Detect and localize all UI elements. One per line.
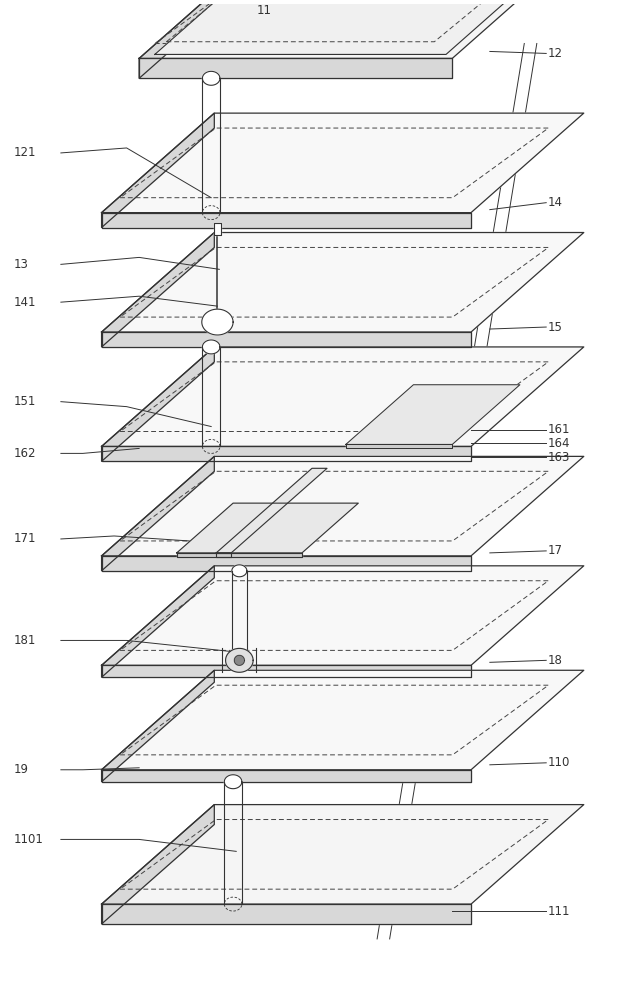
Polygon shape [203,71,220,85]
Text: 164: 164 [548,437,571,450]
Polygon shape [235,655,244,665]
Polygon shape [102,456,584,556]
Text: 161: 161 [548,423,571,436]
Polygon shape [102,566,584,665]
Text: 17: 17 [548,544,563,557]
Polygon shape [102,805,214,924]
Polygon shape [102,665,471,677]
Polygon shape [226,648,253,672]
Polygon shape [139,0,565,58]
Polygon shape [102,233,214,347]
Polygon shape [346,385,520,444]
Text: 121: 121 [14,146,36,159]
Polygon shape [102,805,584,904]
Polygon shape [216,468,327,553]
Polygon shape [102,670,214,782]
Polygon shape [203,340,220,354]
Polygon shape [216,553,231,557]
Polygon shape [232,565,247,577]
Polygon shape [102,233,584,332]
Polygon shape [102,456,214,571]
Polygon shape [102,113,214,228]
Text: 110: 110 [548,756,571,769]
Text: 13: 13 [14,258,29,271]
Text: 163: 163 [548,451,571,464]
Polygon shape [102,566,214,677]
Text: 12: 12 [548,47,563,60]
Polygon shape [346,444,452,448]
Text: 11: 11 [257,4,272,17]
Text: 1101: 1101 [14,833,44,846]
Polygon shape [102,332,471,347]
Text: 151: 151 [14,395,36,408]
Text: 162: 162 [14,447,36,460]
Polygon shape [102,347,584,446]
Polygon shape [214,223,221,235]
Polygon shape [102,347,214,461]
Text: 141: 141 [14,296,36,309]
Polygon shape [177,553,302,557]
Text: 15: 15 [548,321,563,334]
Polygon shape [102,556,471,571]
Polygon shape [202,309,233,335]
Polygon shape [102,770,471,782]
Polygon shape [102,904,471,924]
Polygon shape [102,446,471,461]
Polygon shape [177,503,359,553]
Text: 181: 181 [14,634,36,647]
Polygon shape [155,0,542,54]
Text: 19: 19 [14,763,29,776]
Text: 111: 111 [548,905,571,918]
Polygon shape [102,113,584,213]
Text: 14: 14 [548,196,563,209]
Polygon shape [139,0,252,78]
Polygon shape [225,775,242,789]
Polygon shape [139,58,452,78]
Polygon shape [102,670,584,770]
Text: 171: 171 [14,532,36,545]
Polygon shape [102,213,471,228]
Text: 18: 18 [548,654,563,667]
